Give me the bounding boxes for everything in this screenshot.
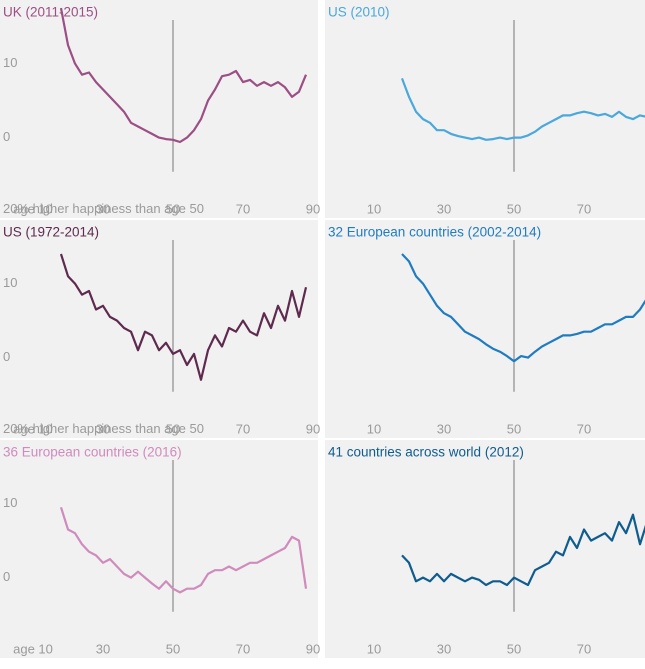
chart-title: 36 European countries (2016) [3, 445, 182, 460]
series-line [59, 253, 308, 381]
x-tick-label: 10 [367, 201, 381, 216]
x-tick-label: 30 [437, 201, 451, 216]
series-line [59, 7, 308, 144]
x-tick-label: 50 [507, 201, 521, 216]
x-tick-label: 50 [507, 641, 521, 656]
panel [0, 0, 318, 218]
y-tick-label: 0 [3, 129, 10, 144]
x-tick-label: 30 [96, 641, 110, 656]
x-tick-label: age 10 [13, 641, 53, 656]
x-tick-label: 90 [306, 641, 320, 656]
series-line [401, 253, 645, 363]
panel [0, 440, 318, 658]
chart-title: 32 European countries (2002-2014) [328, 225, 541, 240]
panel [325, 220, 645, 438]
x-tick-label: 70 [236, 201, 250, 216]
y-tick-label: 20% higher happiness than age 50 [3, 201, 204, 216]
x-tick-label: age 10 [13, 421, 53, 436]
x-tick-label: 70 [236, 421, 250, 436]
x-tick-label: 90 [306, 201, 320, 216]
y-tick-label: 0 [3, 569, 10, 584]
chart-title: US (1972-2014) [3, 225, 99, 240]
y-tick-label: 20% higher happiness than age 50 [3, 421, 204, 436]
series-line [400, 78, 645, 141]
y-tick-label: 10 [3, 275, 17, 290]
y-tick-label: 0 [3, 349, 10, 364]
x-tick-label: age 10 [13, 201, 53, 216]
x-tick-label: 30 [437, 641, 451, 656]
x-tick-label: 30 [96, 421, 110, 436]
x-tick-label: 70 [577, 641, 591, 656]
series-line [401, 513, 645, 587]
x-tick-label: 70 [236, 641, 250, 656]
panel [0, 220, 318, 438]
series-line [59, 506, 308, 594]
x-tick-label: 70 [577, 201, 591, 216]
chart-title: 41 countries across world (2012) [328, 445, 524, 460]
x-tick-label: 50 [166, 641, 180, 656]
x-tick-label: 50 [166, 201, 180, 216]
x-tick-label: 50 [507, 421, 521, 436]
chart-title: UK (2011-2015) [3, 5, 98, 20]
x-tick-label: 50 [166, 421, 180, 436]
x-tick-label: 30 [96, 201, 110, 216]
x-tick-label: 90 [306, 421, 320, 436]
x-tick-label: 10 [367, 641, 381, 656]
x-tick-label: 30 [437, 421, 451, 436]
panel [325, 0, 645, 218]
x-tick-label: 70 [577, 421, 591, 436]
x-tick-label: 10 [367, 421, 381, 436]
panel [325, 440, 645, 658]
y-tick-label: 10 [3, 55, 17, 70]
y-tick-label: 10 [3, 495, 17, 510]
chart-title: US (2010) [328, 5, 390, 20]
